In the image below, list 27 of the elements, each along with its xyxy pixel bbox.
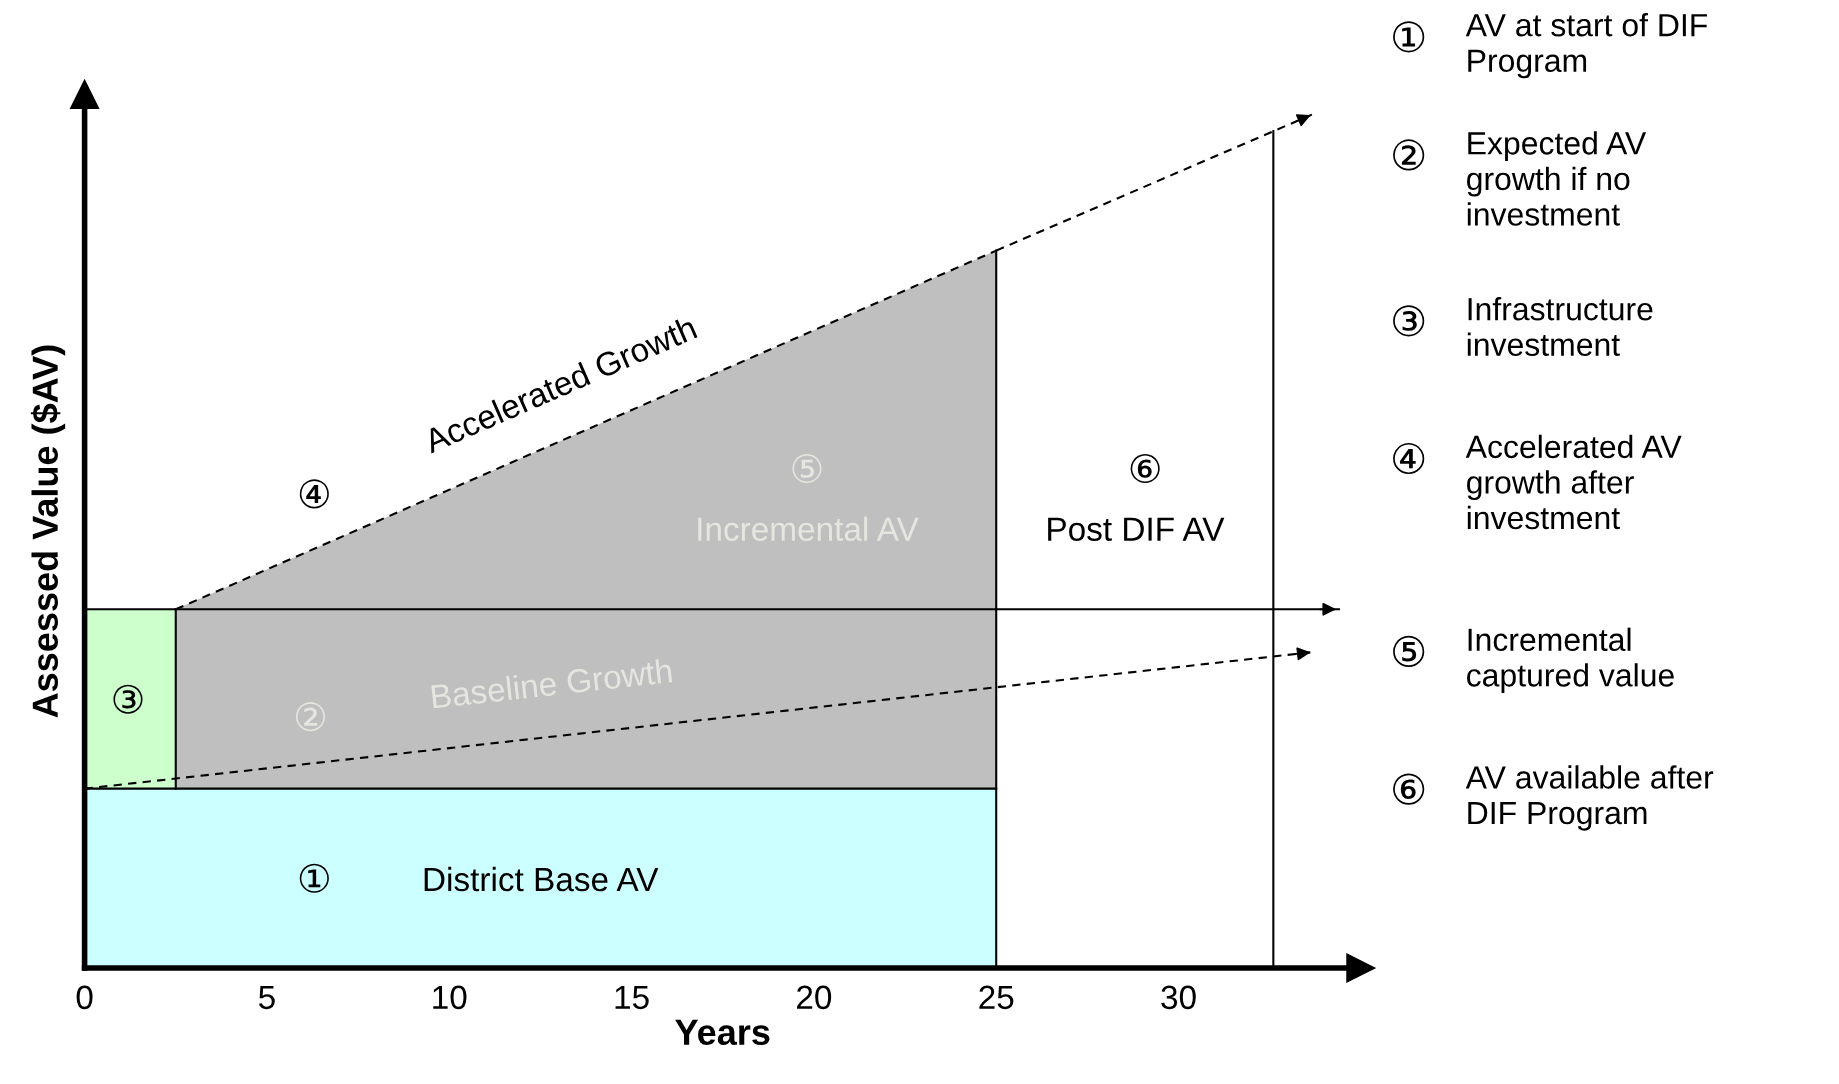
- text: Expected AV growth if no investment: [1467, 131, 1647, 226]
- text: ②: [1393, 139, 1425, 171]
- text: ⑥: [1393, 773, 1425, 805]
- y-axis-title: Assessed Value ($AV): [30, 345, 66, 718]
- text: ④: [1393, 442, 1425, 475]
- x-tick-label: 10: [433, 985, 467, 1010]
- annotation: Post DIF AV: [1048, 517, 1225, 541]
- text: AV at start of DIF Program: [1465, 13, 1708, 79]
- x-tick-label: 5: [258, 985, 275, 1010]
- x-tick-label: 25: [979, 985, 1014, 1010]
- x-axis-title: Years: [675, 1019, 770, 1046]
- x-tick-label: 15: [615, 985, 649, 1010]
- x-tick-label: 30: [1161, 985, 1196, 1010]
- text: ③: [1393, 305, 1425, 337]
- x-tick-label: 20: [797, 985, 832, 1010]
- x-tick-label: 0: [76, 985, 93, 1010]
- annotation: District Base AV: [424, 866, 659, 892]
- annotation: ①: [299, 863, 329, 893]
- text: ⑤: [1393, 635, 1425, 667]
- annotation: ③: [113, 684, 143, 714]
- text: AV available after DIF Program: [1465, 765, 1714, 831]
- annotation: ⑥: [1130, 453, 1160, 484]
- annotation: ④: [299, 479, 329, 509]
- text: Incremental captured value: [1467, 627, 1674, 693]
- text: Infrastructure investment: [1467, 297, 1653, 357]
- text: Accelerated AV growth after investment: [1465, 434, 1682, 530]
- text: ①: [1393, 21, 1425, 53]
